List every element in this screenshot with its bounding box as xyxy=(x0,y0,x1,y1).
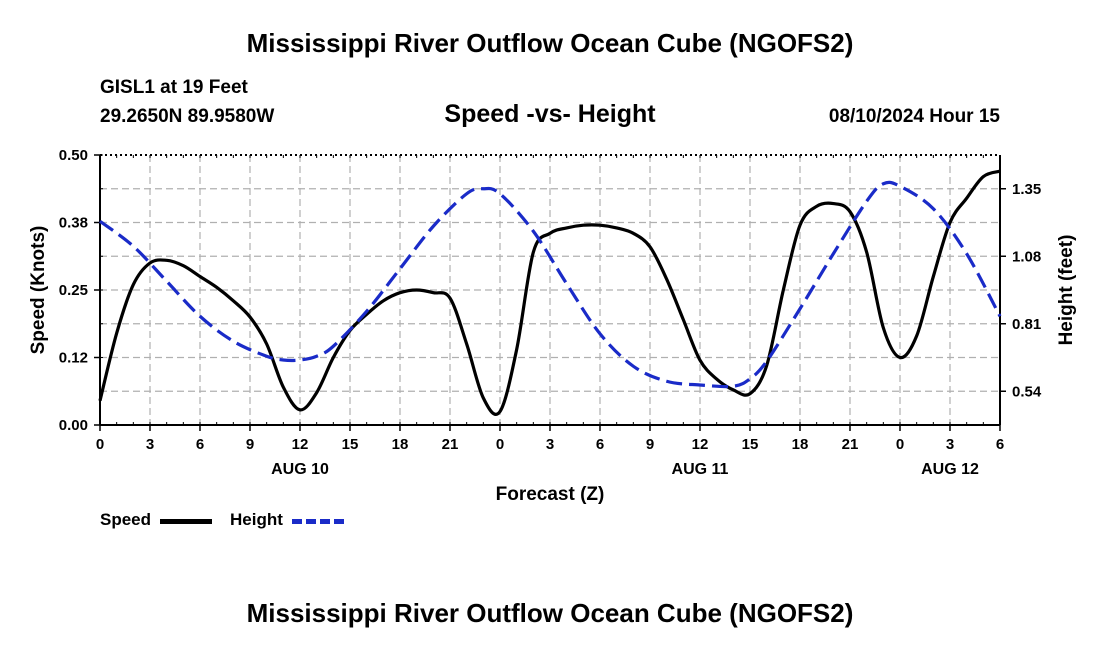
x-tick-label: 12 xyxy=(692,436,709,453)
y-left-tick-label: 0.50 xyxy=(59,147,88,164)
footer-title: Mississippi River Outflow Ocean Cube (NG… xyxy=(246,598,854,628)
x-tick-label: 6 xyxy=(196,436,204,453)
legend-height-label: Height xyxy=(230,510,283,529)
x-tick-label: 0 xyxy=(96,436,104,453)
x-tick-label: 21 xyxy=(842,436,859,453)
x-tick-label: 3 xyxy=(546,436,554,453)
station-label: GISL1 at 19 Feet xyxy=(100,77,248,98)
y-right-axis-title: Height (feet) xyxy=(1056,235,1077,346)
x-tick-label: 15 xyxy=(742,436,759,453)
y-right-tick-label: 0.54 xyxy=(1012,383,1042,400)
x-tick-label: 6 xyxy=(596,436,604,453)
y-left-tick-label: 0.25 xyxy=(59,282,88,299)
y-left-tick-label: 0.00 xyxy=(59,417,88,434)
y-right-tick-label: 0.81 xyxy=(1012,316,1041,333)
axes xyxy=(94,154,1006,431)
forecast-datetime: 08/10/2024 Hour 15 xyxy=(828,106,1000,127)
chart-subtitle: Speed -vs- Height xyxy=(444,100,656,128)
legend-speed-label: Speed xyxy=(100,510,152,529)
x-tick-label: 0 xyxy=(896,436,904,453)
speed-series-line xyxy=(98,169,1001,416)
gridlines xyxy=(100,155,1000,425)
y-left-axis-title: Speed (Knots) xyxy=(28,226,49,355)
x-tick-label: 0 xyxy=(496,436,504,453)
y-left-tick-label: 0.38 xyxy=(59,215,88,232)
x-tick-label: 12 xyxy=(292,436,309,453)
tick-labels: 0 3 6 9 12 15 18 21 0 3 6 9 12 15 18 21 0 3 6 0.00 0.12 0.25 0… xyxy=(28,147,1077,505)
legend-speed-swatch xyxy=(160,519,212,524)
date-label: AUG 10 xyxy=(271,461,329,478)
data-series xyxy=(98,169,1002,416)
x-tick-label: 21 xyxy=(442,436,459,453)
x-tick-label: 18 xyxy=(392,436,409,453)
x-tick-label: 6 xyxy=(996,436,1004,453)
x-tick-label: 3 xyxy=(946,436,954,453)
height-series-line xyxy=(99,180,1002,389)
chart-title: Mississippi River Outflow Ocean Cube (NG… xyxy=(246,28,854,58)
x-tick-label: 9 xyxy=(246,436,254,453)
station-coordinates: 29.2650N 89.9580W xyxy=(100,106,275,127)
x-tick-label: 3 xyxy=(146,436,154,453)
date-label: AUG 12 xyxy=(921,461,979,478)
y-left-tick-label: 0.12 xyxy=(59,350,88,367)
legend-height-swatch xyxy=(292,519,344,524)
date-label: AUG 11 xyxy=(672,461,729,478)
x-tick-label: 9 xyxy=(646,436,654,453)
y-right-tick-label: 1.08 xyxy=(1012,248,1041,265)
x-tick-label: 15 xyxy=(342,436,359,453)
x-tick-label: 18 xyxy=(792,436,809,453)
x-axis-title: Forecast (Z) xyxy=(496,484,605,505)
y-right-tick-label: 1.35 xyxy=(1012,181,1041,198)
